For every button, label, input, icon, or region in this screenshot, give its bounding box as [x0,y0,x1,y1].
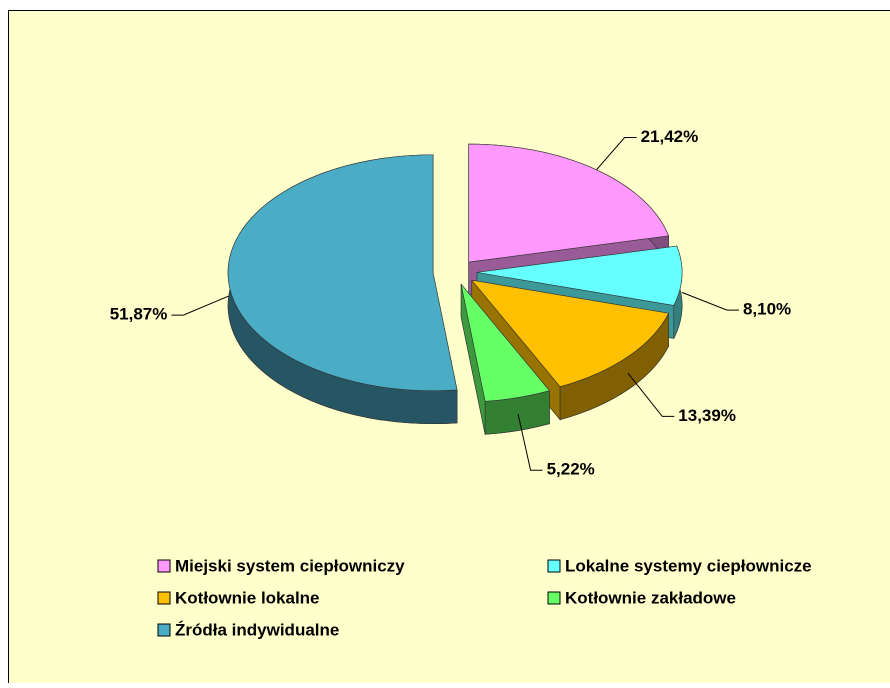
data-label: 51,87% [110,305,168,324]
legend-swatch [548,592,560,604]
legend-swatch [158,560,170,572]
legend-swatch [158,624,170,636]
legend-swatch [548,560,560,572]
legend-label: Źródła indywidualne [175,620,339,639]
data-label: 8,10% [743,300,791,319]
legend-label: Kotłownie zakładowe [565,588,736,607]
data-label: 13,39% [678,406,736,425]
legend-label: Miejski system ciepłowniczy [175,556,405,575]
legend-label: Lokalne systemy ciepłownicze [565,556,812,575]
legend-label: Kotłownie lokalne [175,588,320,607]
data-label: 21,42% [641,127,699,146]
chart-area [9,11,890,684]
legend-swatch [158,592,170,604]
data-label: 5,22% [547,460,595,479]
